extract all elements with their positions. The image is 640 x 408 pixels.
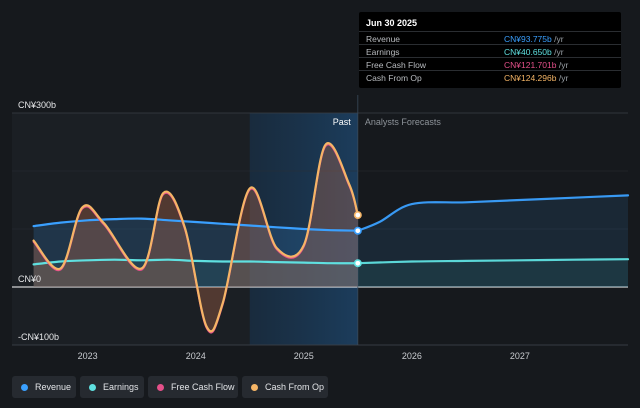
- earnings-line: [32, 258, 359, 266]
- tooltip-unit: /yr: [558, 73, 569, 83]
- tooltip-value: CN¥40.650b: [504, 47, 552, 57]
- tooltip-date: Jun 30 2025: [366, 18, 418, 28]
- legend-item-revenue[interactable]: Revenue: [12, 376, 76, 398]
- legend-dot-icon: [251, 383, 258, 391]
- y-tick-label: CN¥300b: [18, 100, 56, 110]
- legend-label: Earnings: [103, 382, 139, 392]
- tooltip-row-fcf: Free Cash Flow CN¥121.701b /yr: [359, 57, 621, 71]
- tooltip-unit: /yr: [554, 47, 564, 57]
- tooltip-unit: /yr: [554, 34, 564, 44]
- earnings-forecast-area: [357, 259, 628, 287]
- revenue-marker: [353, 226, 362, 235]
- x-tick-label: 2023: [78, 351, 98, 361]
- tooltip-label: Cash From Op: [366, 73, 422, 83]
- cash-from-op-marker: [353, 211, 362, 220]
- earnings-marker: [353, 259, 362, 268]
- x-tick-label: 2027: [510, 351, 530, 361]
- legend-label: Free Cash Flow: [171, 382, 235, 392]
- tooltip-label: Revenue: [366, 34, 401, 44]
- legend-dot-icon: [21, 383, 28, 391]
- tooltip-row-earnings: Earnings CN¥40.650b /yr: [359, 44, 621, 58]
- tooltip-value: CN¥121.701b: [504, 60, 557, 70]
- revenue-line: [32, 217, 359, 232]
- past-label: Past: [333, 117, 352, 127]
- tooltip-label: Free Cash Flow: [366, 60, 426, 70]
- legend-label: Revenue: [35, 382, 72, 392]
- revenue-area: [33, 218, 358, 287]
- tooltip-row-revenue: Revenue CN¥93.775b /yr: [359, 31, 621, 45]
- revenue-forecast-area: [357, 195, 628, 287]
- tooltip-value: CN¥93.775b: [504, 34, 552, 44]
- legend-label: Cash From Op: [265, 382, 325, 392]
- y-tick-label: CN¥0: [18, 274, 41, 284]
- x-tick-label: 2025: [294, 351, 314, 361]
- tooltip: Jun 30 2025 Revenue CN¥93.775b /yr Earni…: [359, 12, 621, 88]
- legend-item-fcf[interactable]: Free Cash Flow: [148, 376, 238, 398]
- earnings-forecast-line: [356, 258, 630, 265]
- tooltip-row-cfo: Cash From Op CN¥124.296b /yr: [359, 70, 621, 84]
- forecast-label: Analysts Forecasts: [365, 117, 442, 127]
- y-tick-label: -CN¥100b: [18, 332, 59, 342]
- x-tick-label: 2024: [186, 351, 206, 361]
- tooltip-unit: /yr: [558, 60, 569, 70]
- tooltip-label: Earnings: [366, 47, 400, 57]
- cash-from-op-area: [33, 143, 358, 332]
- legend-item-earnings[interactable]: Earnings: [80, 376, 144, 398]
- legend-dot-icon: [157, 383, 164, 391]
- legend-item-cfo[interactable]: Cash From Op: [242, 376, 328, 398]
- revenue-forecast-line: [356, 194, 630, 232]
- x-tick-label: 2026: [402, 351, 422, 361]
- legend-dot-icon: [89, 383, 96, 391]
- cash-from-op-line: [32, 142, 359, 333]
- tooltip-value: CN¥124.296b: [504, 73, 557, 83]
